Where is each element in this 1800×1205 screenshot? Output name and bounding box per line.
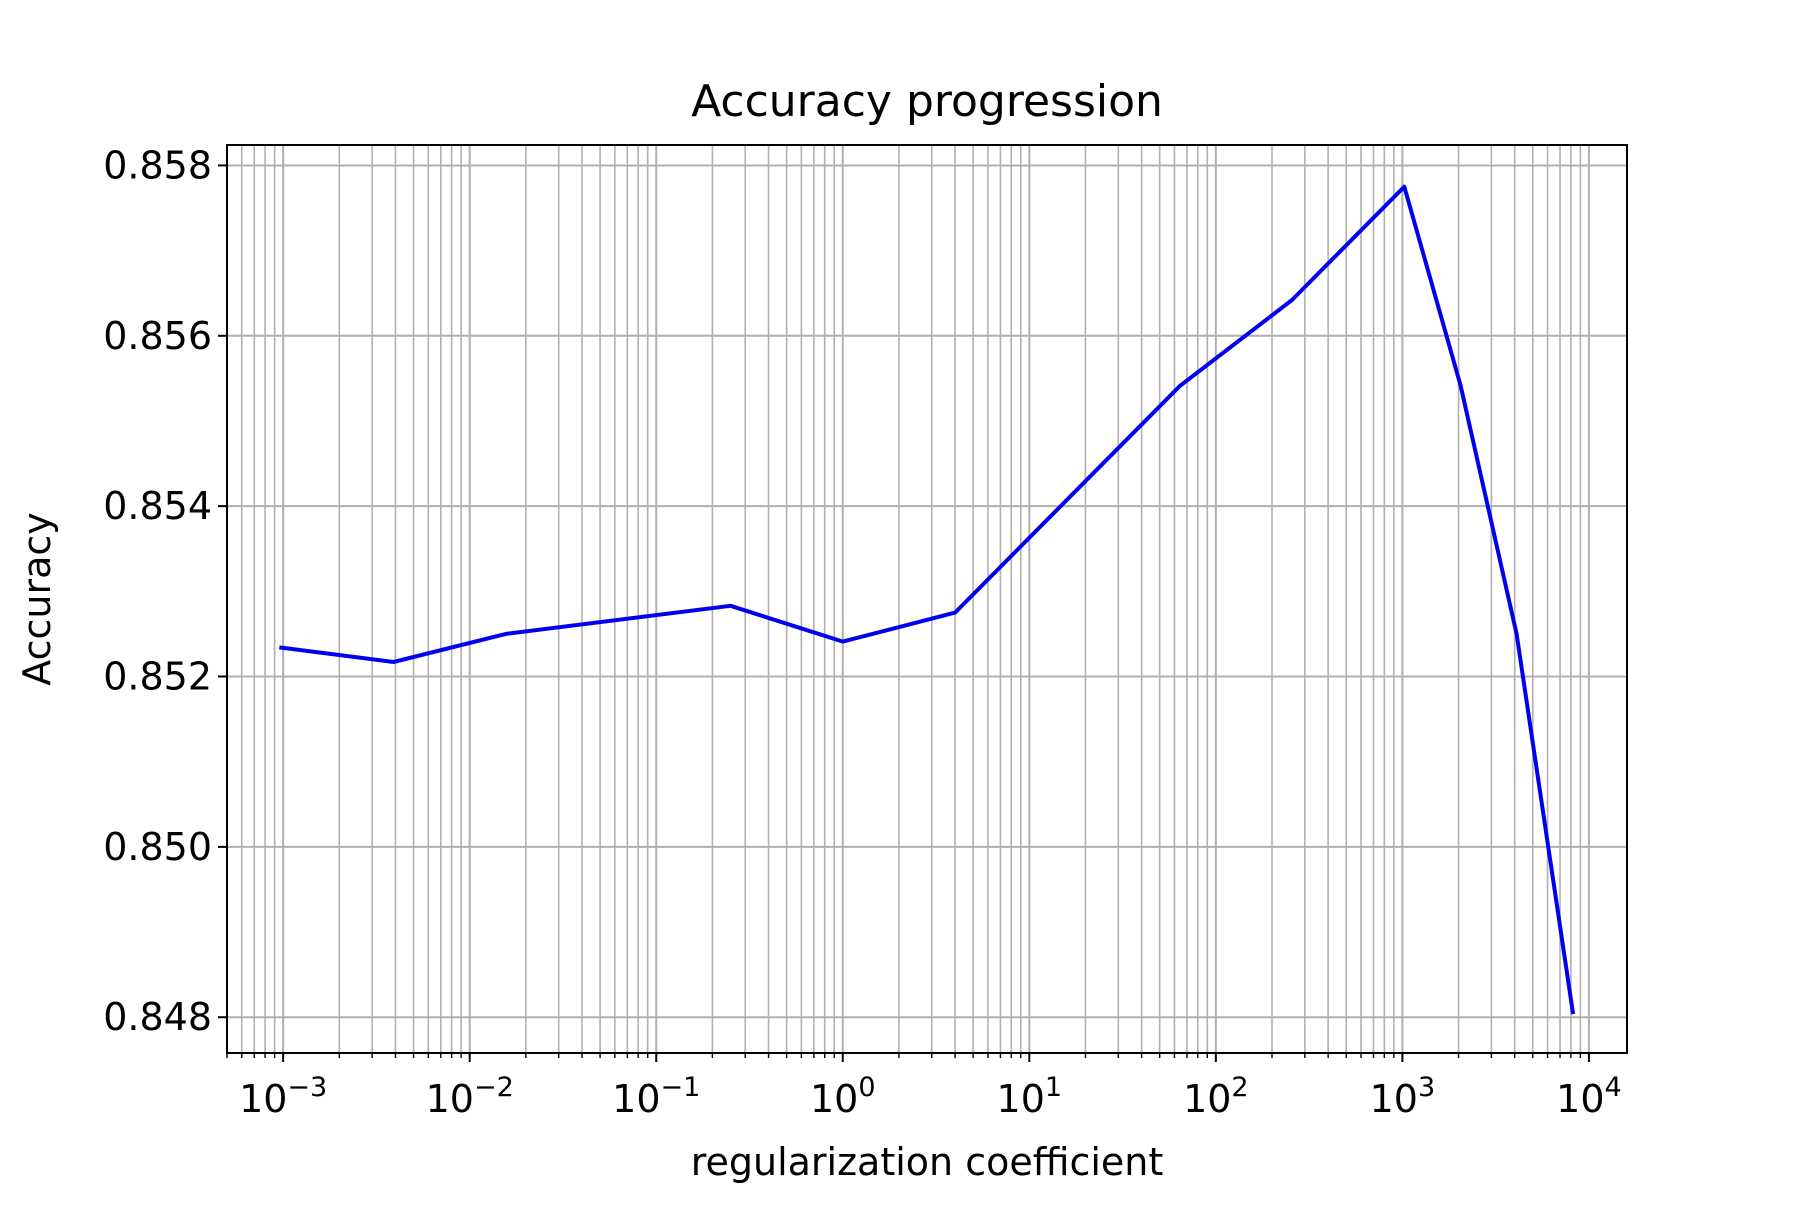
x-tick-label: 102 (1183, 1072, 1249, 1121)
grid-lines (226, 145, 1627, 1053)
x-tick-label: 103 (1370, 1072, 1436, 1121)
y-tick-label: 0.852 (103, 655, 212, 699)
x-tick-label: 10−3 (239, 1072, 327, 1121)
y-axis-label: Accuracy (15, 512, 59, 686)
x-tick-label: 10−2 (426, 1072, 514, 1121)
x-tick-label: 104 (1556, 1072, 1622, 1121)
y-tick-label: 0.856 (103, 314, 212, 358)
x-tick-label: 100 (810, 1072, 876, 1121)
y-tick-label: 0.858 (103, 143, 212, 187)
y-tick-label: 0.848 (103, 995, 212, 1039)
x-tick-label: 101 (997, 1072, 1063, 1121)
x-tick-label: 10−1 (612, 1072, 700, 1121)
series-layer (279, 184, 1576, 1015)
x-axis-label: regularization coefficient (691, 1140, 1164, 1184)
plot-frame (226, 144, 1628, 1054)
chart-title: Accuracy progression (691, 76, 1163, 127)
y-tick-label: 0.854 (103, 484, 212, 528)
accuracy-series-line (279, 184, 1576, 1015)
y-tick-labels: 0.848 0.850 0.852 0.854 0.856 0.858 (103, 143, 212, 1039)
y-tick-label: 0.850 (103, 825, 212, 869)
x-tick-labels: 10−3 10−2 10−1 100 101 102 103 104 (239, 1072, 1622, 1121)
